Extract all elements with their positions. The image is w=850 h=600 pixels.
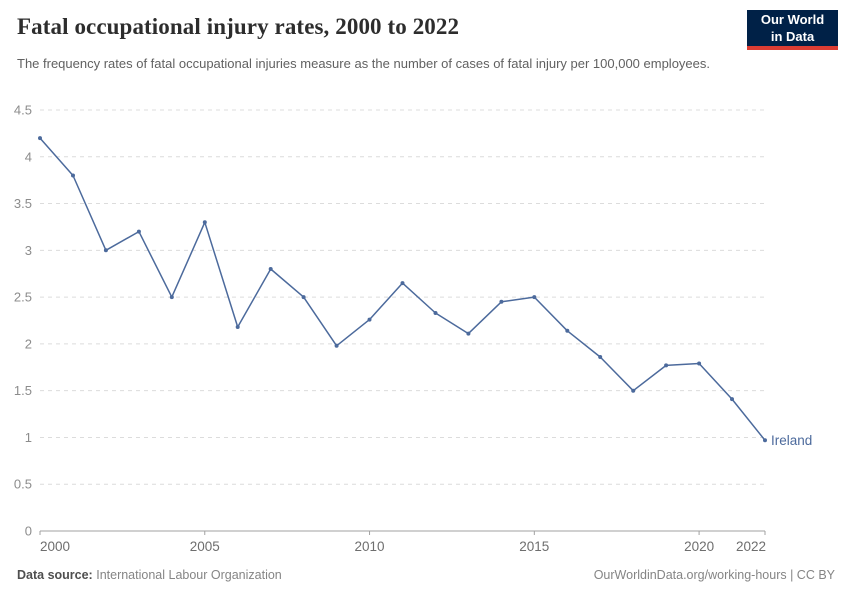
chart-subtitle: The frequency rates of fatal occupationa… [17, 56, 710, 71]
data-point [697, 361, 702, 366]
owid-logo-line2: in Data [770, 29, 815, 44]
data-point [169, 295, 174, 300]
x-tick-label: 2022 [736, 539, 766, 554]
y-tick-label: 0.5 [14, 477, 32, 492]
data-point [730, 397, 734, 402]
line-chart: 0 0.5 1 1.5 2 2.5 3 3.5 4 4.5 2000 2005 2010 2015 2020… [14, 103, 812, 555]
x-tick-label: 2015 [519, 539, 549, 554]
data-point [598, 355, 603, 359]
data-point [565, 328, 570, 333]
chart-footer: Data source: International Labour Organi… [17, 568, 835, 582]
data-source-label: Data source: [17, 568, 93, 582]
series-end-label: Ireland [771, 433, 812, 448]
y-tick-label: 2 [25, 336, 32, 351]
data-point [532, 295, 537, 300]
x-tick-label: 2005 [190, 539, 220, 554]
data-point [499, 299, 504, 304]
data-point [301, 295, 306, 300]
data-point [136, 229, 141, 234]
y-tick-label: 1 [25, 430, 32, 445]
y-tick-label: 4.5 [14, 103, 32, 118]
trend-line [39, 137, 766, 441]
data-point [466, 331, 471, 336]
data-point [38, 136, 42, 141]
data-point [71, 173, 75, 178]
data-point [400, 281, 405, 286]
owid-logo: Our World in Data [747, 10, 838, 50]
data-point [433, 311, 438, 315]
data-point [334, 343, 339, 348]
data-source: Data source: International Labour Organi… [17, 568, 282, 582]
x-tick-label: 2000 [40, 539, 70, 554]
data-point [202, 220, 207, 225]
x-tick-label: 2020 [684, 539, 714, 554]
y-tick-label: 2.5 [14, 290, 32, 305]
y-tick-label: 4 [25, 149, 32, 164]
page-title: Fatal occupational injury rates, 2000 to… [17, 14, 460, 39]
data-source-value: International Labour Organization [96, 568, 282, 582]
data-point [268, 267, 273, 271]
y-tick-label: 3.5 [14, 196, 32, 211]
y-tick-label: 3 [25, 243, 32, 258]
data-point [664, 363, 669, 368]
data-point [103, 248, 108, 253]
data-point [631, 388, 636, 393]
owid-logo-line1: Our World [760, 12, 825, 27]
data-point [235, 325, 240, 329]
x-tick-label: 2010 [355, 539, 385, 554]
y-tick-label: 1.5 [14, 383, 32, 398]
data-point [763, 438, 767, 443]
y-tick-label: 0 [25, 524, 32, 539]
data-point [367, 317, 372, 322]
credit-line: OurWorldinData.org/working-hours | CC BY [593, 568, 835, 582]
